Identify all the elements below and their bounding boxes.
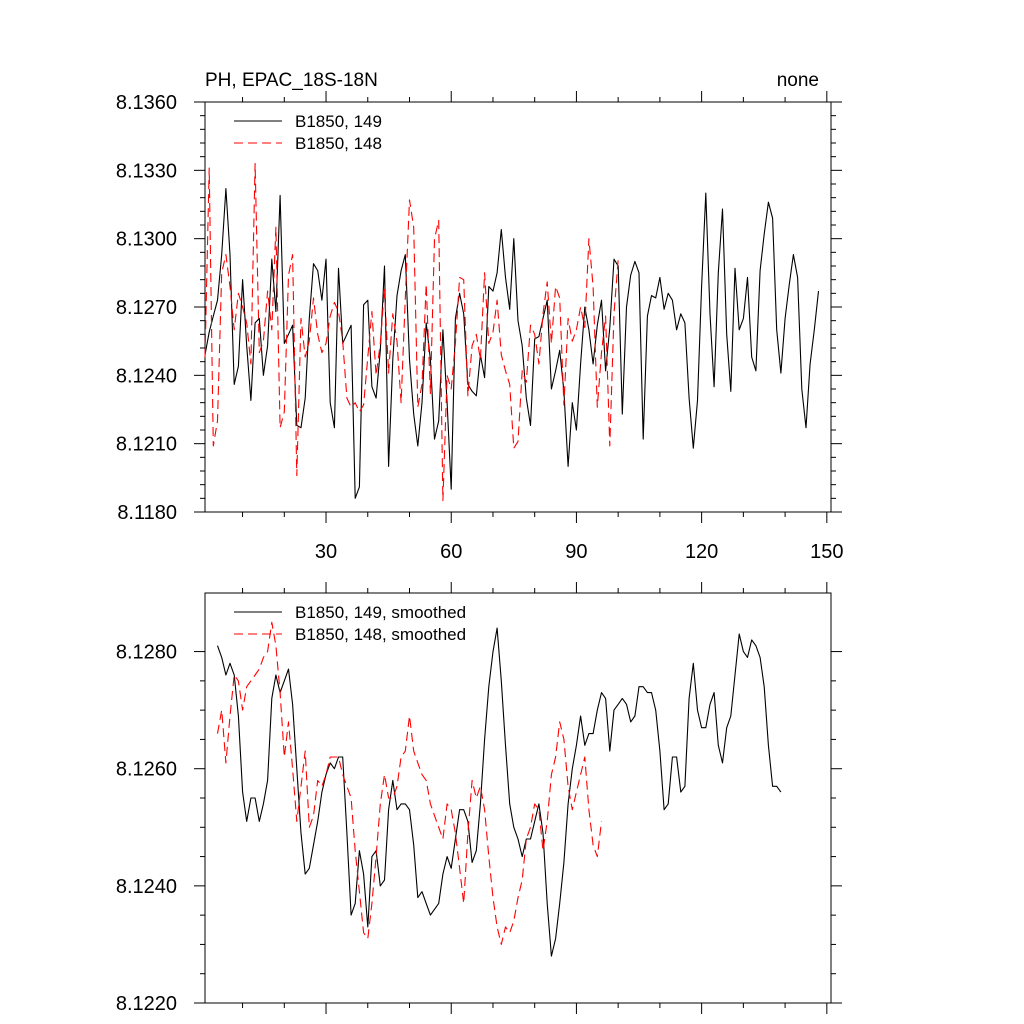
x-tick-label: 60: [440, 541, 462, 563]
series-line-1: [216, 627, 782, 957]
legend-label-series-1: B1850, 149: [295, 112, 382, 131]
chart-right-title: none: [777, 70, 819, 91]
top-legend: B1850, 149 B1850, 148: [234, 112, 382, 153]
plot-panel-1: 30 60 90 120 150 8.1180 8.1210 8.1240 8.1270 8.13…: [116, 91, 844, 563]
bottom-legend: B1850, 149, smoothed B1850, 148, smoothe…: [234, 603, 466, 644]
legend-label-series-2: B1850, 148: [295, 134, 382, 153]
series-line-2: [216, 621, 603, 945]
y-tick-label: 8.1300: [116, 229, 177, 251]
y-tick-label: 8.1180: [117, 502, 177, 524]
y-tick-label: 8.1220: [116, 993, 177, 1015]
y-tick-label: 8.1330: [116, 160, 177, 182]
y-tick-label: 8.1210: [116, 434, 177, 456]
x-tick-label: 90: [565, 541, 587, 563]
x-tick-label: 30: [315, 541, 337, 563]
y-tick-label: 8.1240: [116, 365, 177, 387]
y-tick-label: 8.1280: [116, 642, 177, 664]
series-line-2: [204, 162, 619, 502]
y-tick-label: 8.1360: [116, 92, 177, 114]
plot-panel-2: 8.1220 8.1240 8.1260 8.1280: [116, 582, 842, 1015]
y-tick-label: 8.1240: [116, 876, 177, 898]
x-tick-label: 120: [685, 541, 718, 563]
legend-label-series-1-smoothed: B1850, 149, smoothed: [295, 603, 466, 622]
series-line-1: [204, 188, 820, 499]
x-tick-label: 150: [810, 541, 843, 563]
y-tick-label: 8.1260: [116, 759, 177, 781]
legend-label-series-2-smoothed: B1850, 148, smoothed: [295, 625, 466, 644]
y-tick-label: 8.1270: [116, 297, 177, 319]
chart-title: PH, EPAC_18S-18N: [205, 70, 378, 91]
